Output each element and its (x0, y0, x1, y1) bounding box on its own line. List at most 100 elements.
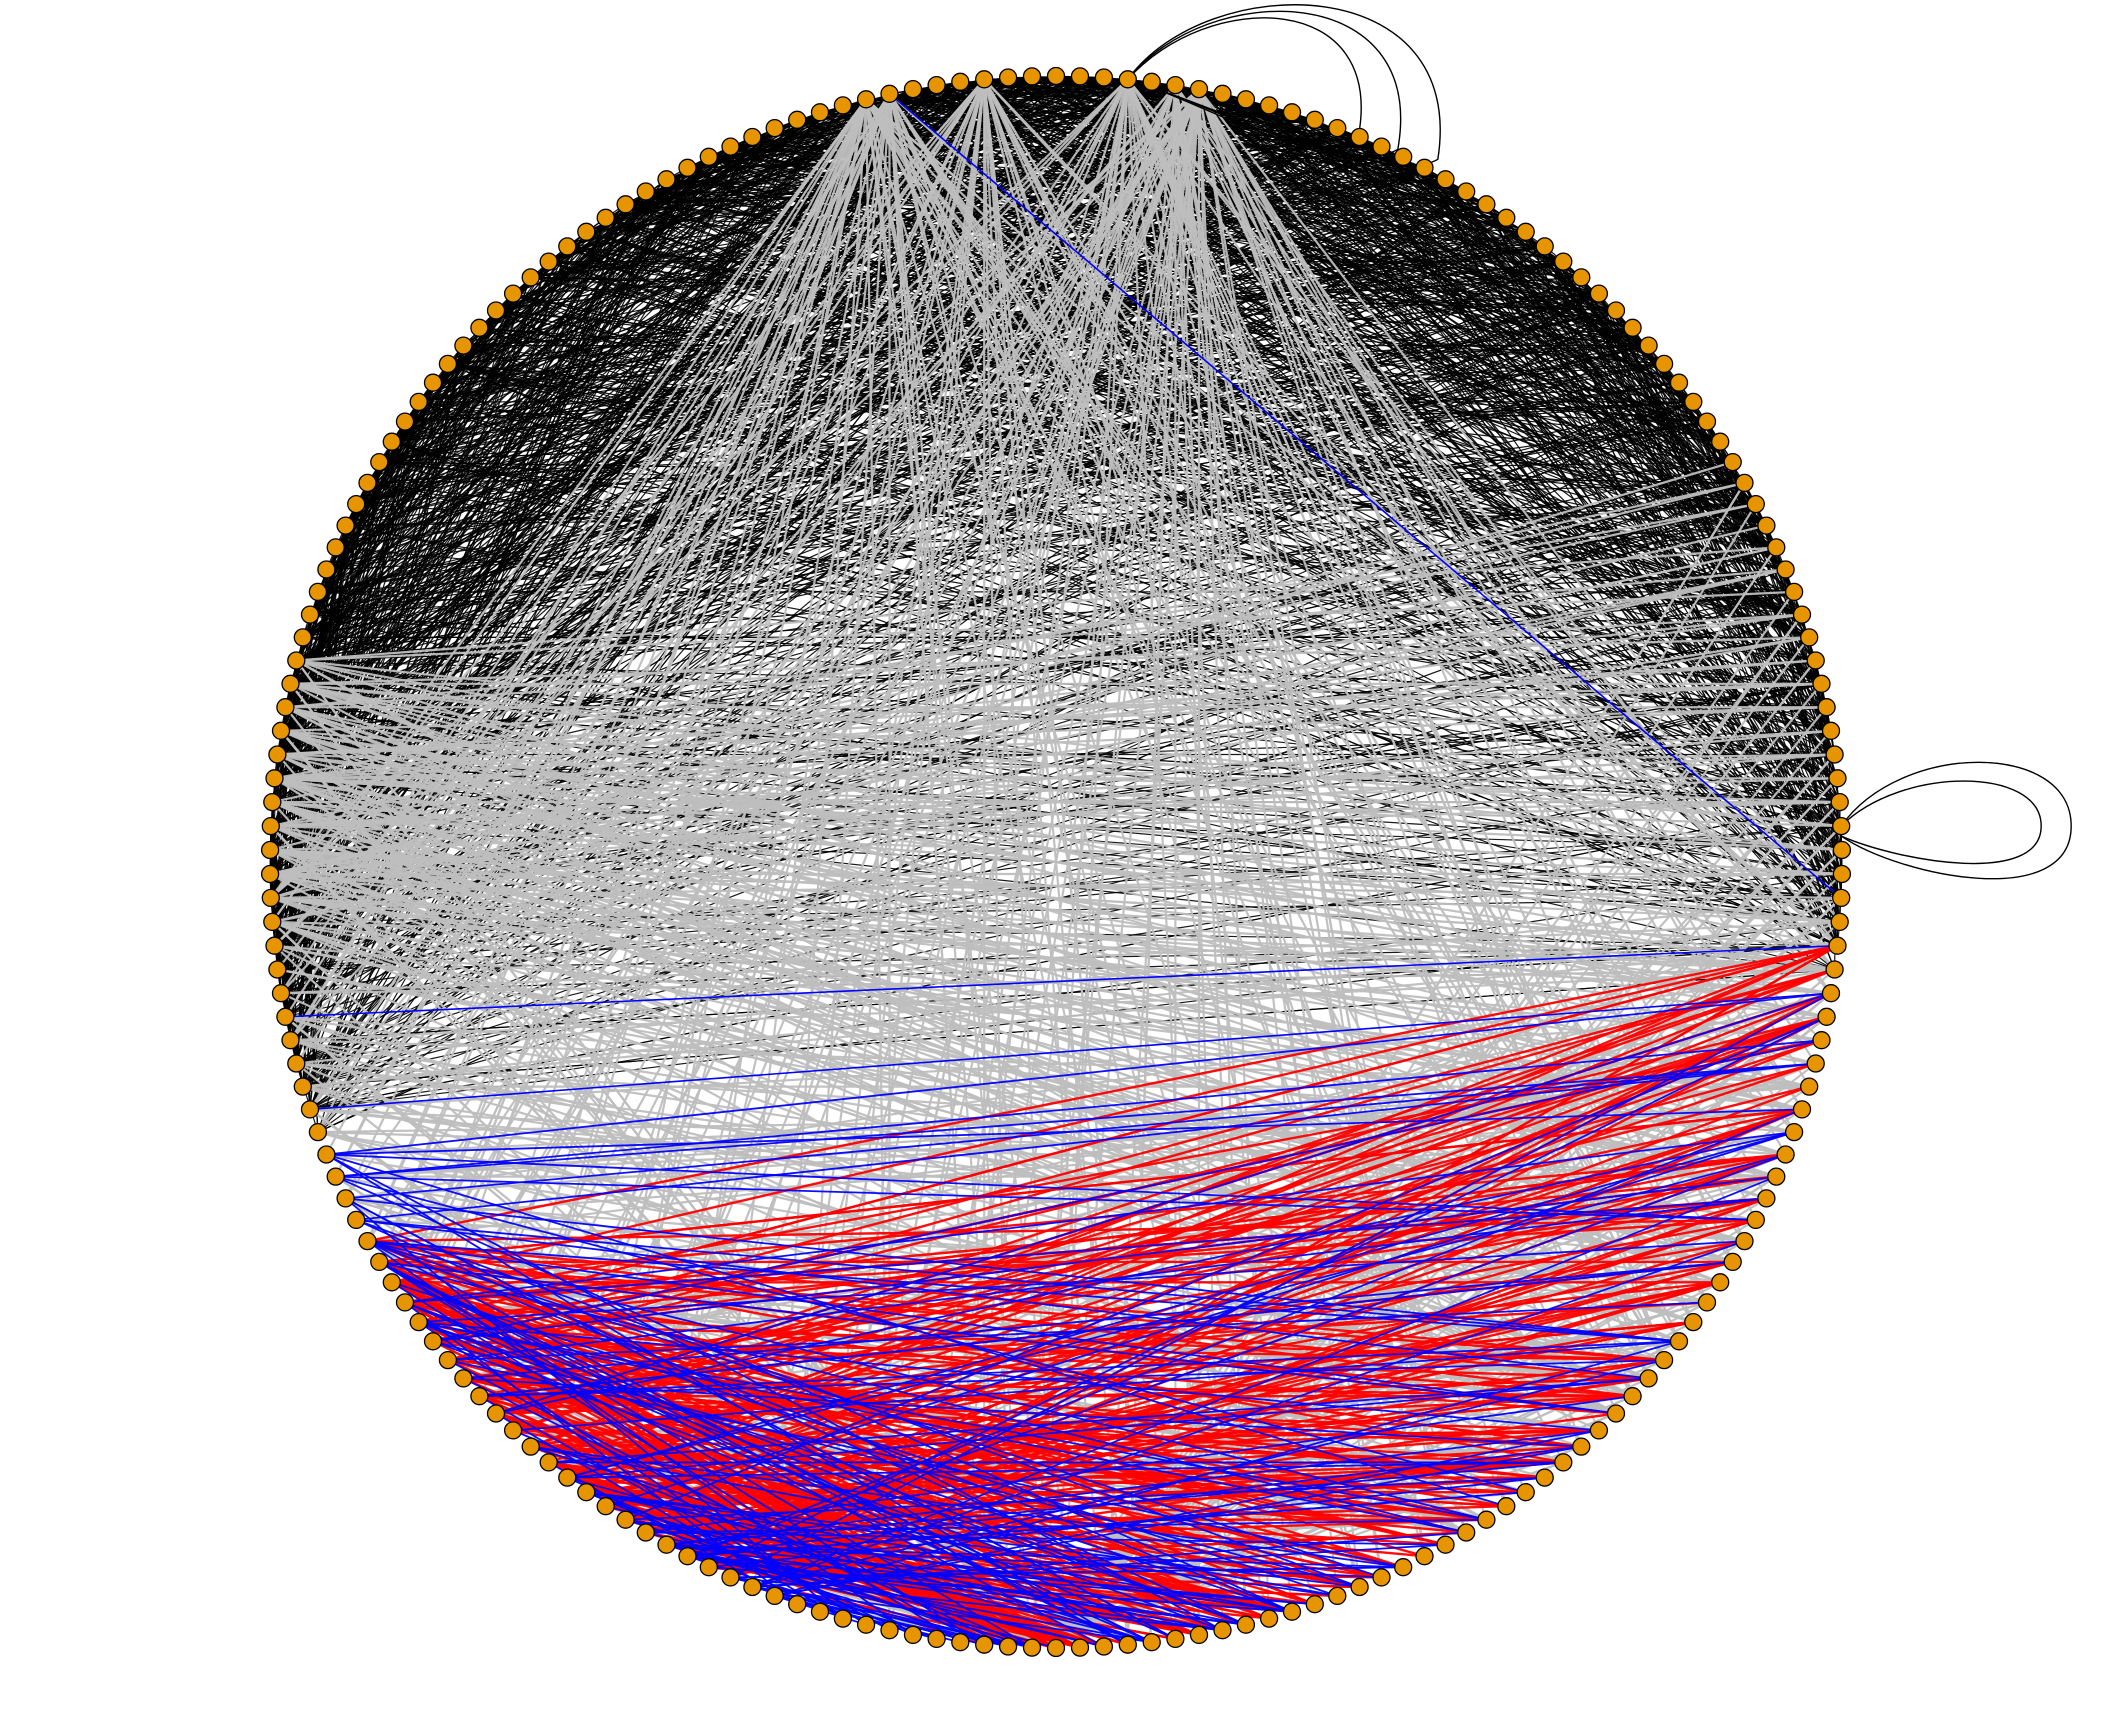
graph-node (317, 1145, 336, 1164)
edge-black (355, 78, 985, 505)
edge-blue (567, 1461, 1564, 1479)
graph-node (1328, 1586, 1347, 1606)
edge-gray (604, 93, 891, 1507)
graph-node (1457, 1523, 1476, 1542)
edge-blue (666, 1543, 1382, 1579)
graph-node (1535, 237, 1554, 256)
graph-node (409, 392, 428, 412)
graph-node (1394, 147, 1413, 166)
edge-black (1678, 382, 1836, 755)
edge-blue (335, 1039, 1822, 1178)
graph-node (636, 182, 655, 201)
edge-gray (1126, 79, 1294, 1612)
edge-blue (367, 1240, 1293, 1613)
graph-node (743, 127, 762, 147)
graph-node (1535, 1468, 1554, 1487)
graph-node (1213, 84, 1232, 103)
graph-node (1792, 1100, 1812, 1119)
graph-node (1817, 1007, 1836, 1026)
graph-node (261, 816, 280, 836)
graph-node (395, 1293, 415, 1312)
graph-node (1046, 66, 1066, 86)
edge-blue (345, 1062, 1816, 1200)
graph-node (1654, 1350, 1674, 1370)
graph-node (1825, 745, 1844, 764)
edge-gray (280, 98, 868, 994)
edge-gray (271, 801, 1665, 1362)
graph-node (1697, 1293, 1717, 1312)
graph-node (317, 560, 336, 579)
graph-node (1806, 651, 1825, 670)
edge-gray (289, 78, 986, 1041)
graph-node (1394, 1558, 1413, 1577)
graph-node (1477, 195, 1496, 214)
edge-blue (391, 1281, 961, 1643)
edge-black (284, 327, 480, 708)
graph-node (903, 1625, 923, 1645)
graph-node (1792, 605, 1812, 624)
graph-node (927, 75, 946, 95)
self-loop-group (1127, 4, 2072, 880)
edge-red (530, 1445, 1507, 1508)
edge-black (959, 81, 1843, 851)
graph-node (261, 888, 280, 908)
edge-red (566, 968, 1836, 1479)
graph-node (1282, 1602, 1302, 1621)
edge-blue (418, 1321, 1467, 1534)
edge-blue (752, 1359, 1665, 1588)
edge-black (367, 461, 1733, 484)
edge-black (296, 421, 1708, 1065)
graph-node (998, 1637, 1018, 1656)
edge-blue (378, 1261, 1033, 1649)
edge-red (418, 1320, 1665, 1362)
edge-gray (272, 568, 1786, 923)
edge-gray (270, 896, 1803, 1111)
graph-node (1606, 301, 1626, 320)
edge-black (1336, 127, 1843, 851)
graph-node (1684, 1312, 1703, 1332)
graph-node (1723, 1252, 1742, 1272)
graph-node (1350, 1577, 1369, 1597)
edge-blue (687, 1445, 1582, 1558)
graph-node (616, 1510, 635, 1529)
graph-node (1825, 960, 1844, 979)
graph-node (1832, 840, 1852, 860)
self-loop (1127, 10, 1402, 157)
graph-node (678, 158, 697, 177)
edge-gray (983, 79, 1105, 1647)
graph-node (721, 137, 740, 156)
edge-black (302, 231, 1526, 638)
graph-node (268, 745, 287, 764)
graph-node (539, 252, 558, 271)
graph-node (300, 1100, 320, 1119)
edge-gray (269, 98, 867, 899)
edge-gray (366, 98, 868, 1242)
graph-node (1372, 137, 1391, 156)
graph-node (1684, 392, 1703, 412)
graph-node (1776, 560, 1795, 579)
graph-node (1654, 354, 1674, 374)
edge-gray (432, 84, 1177, 1342)
edge-gray (1174, 84, 1817, 1065)
edge-blue (479, 1359, 1665, 1398)
edge-black (355, 310, 497, 505)
graph-node (1477, 1510, 1496, 1529)
graph-node (326, 538, 345, 557)
edge-blue (586, 1491, 1247, 1626)
edge-blue (666, 1543, 1404, 1569)
edge-gray (1126, 78, 1803, 1111)
edge-blue (378, 1261, 1153, 1644)
edge-blue (325, 1153, 1129, 1646)
graph-node (636, 1523, 655, 1542)
graph-node (326, 1167, 345, 1186)
edge-gray (274, 944, 1745, 1243)
graph-node (1832, 816, 1851, 836)
edge-blue (285, 944, 1838, 1018)
edge-gray (271, 801, 1721, 1284)
graph-node (856, 1615, 876, 1634)
edge-red (495, 1412, 1293, 1613)
graph-node (263, 792, 282, 812)
graph-node (1639, 336, 1658, 355)
edge-black (1175, 84, 1694, 403)
graph-node (276, 1007, 295, 1026)
